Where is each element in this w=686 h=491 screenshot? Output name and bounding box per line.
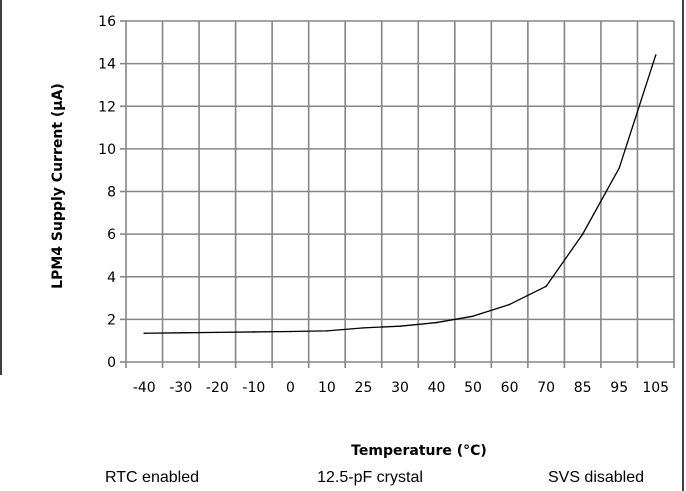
y-tick-label: 16 [98,14,116,30]
x-tick-label: 25 [355,380,373,396]
y-tick-label: 2 [107,312,116,328]
data-point [326,330,328,332]
x-tick-label: 0 [286,380,295,396]
x-tick-label: 50 [464,380,482,396]
x-tick-label: -10 [242,380,265,396]
x-tick-label: 30 [391,380,409,396]
data-point [362,327,365,329]
annotation-rtc: RTC enabled [105,469,199,486]
data-point [435,321,438,324]
annotation-svs: SVS disabled [548,469,644,486]
y-tick-label: 12 [98,99,116,115]
data-point [545,285,547,288]
data-point [654,54,657,56]
x-tick-label: 10 [318,380,336,396]
data-point [472,315,474,317]
annotation-crystal: 12.5-pF crystal [317,469,423,486]
x-tick-label: -40 [133,380,156,396]
y-tick-labels: 0 2 4 6 8 10 12 14 16 [98,14,116,371]
x-tick-label: 95 [610,380,628,396]
x-tick-label: 60 [501,380,519,396]
data-point [289,330,292,333]
data-point [253,331,255,333]
data-point [180,332,182,334]
y-tick-label: 14 [98,57,116,73]
series-layer [143,54,657,335]
x-tick-labels: -40 -30 -20 -10 0 10 25 30 40 50 60 70 85 95 105 [133,380,669,396]
x-tick-label: 40 [428,380,446,396]
y-tick-label: 8 [107,185,116,201]
y-tick-label: 10 [98,142,116,158]
axes [120,20,675,368]
y-tick-label: 6 [107,227,116,243]
series-line [144,54,657,334]
x-tick-label: 85 [574,380,592,396]
data-point [216,331,219,334]
data-point [508,303,511,306]
y-axis-title: LPM4 Supply Current (µA) [50,83,66,289]
data-point [399,325,401,327]
x-axis-title: Temperature (°C) [351,443,487,459]
data-point [143,332,146,335]
data-point [618,167,620,169]
x-tick-label: 70 [537,380,555,396]
y-tick-label: 0 [107,355,116,371]
x-tick-label: -20 [206,380,229,396]
data-point [581,233,584,235]
x-tick-label: 105 [642,380,669,396]
y-tick-label: 4 [107,270,116,286]
grid [126,20,675,362]
x-tick-label: -30 [169,380,192,396]
